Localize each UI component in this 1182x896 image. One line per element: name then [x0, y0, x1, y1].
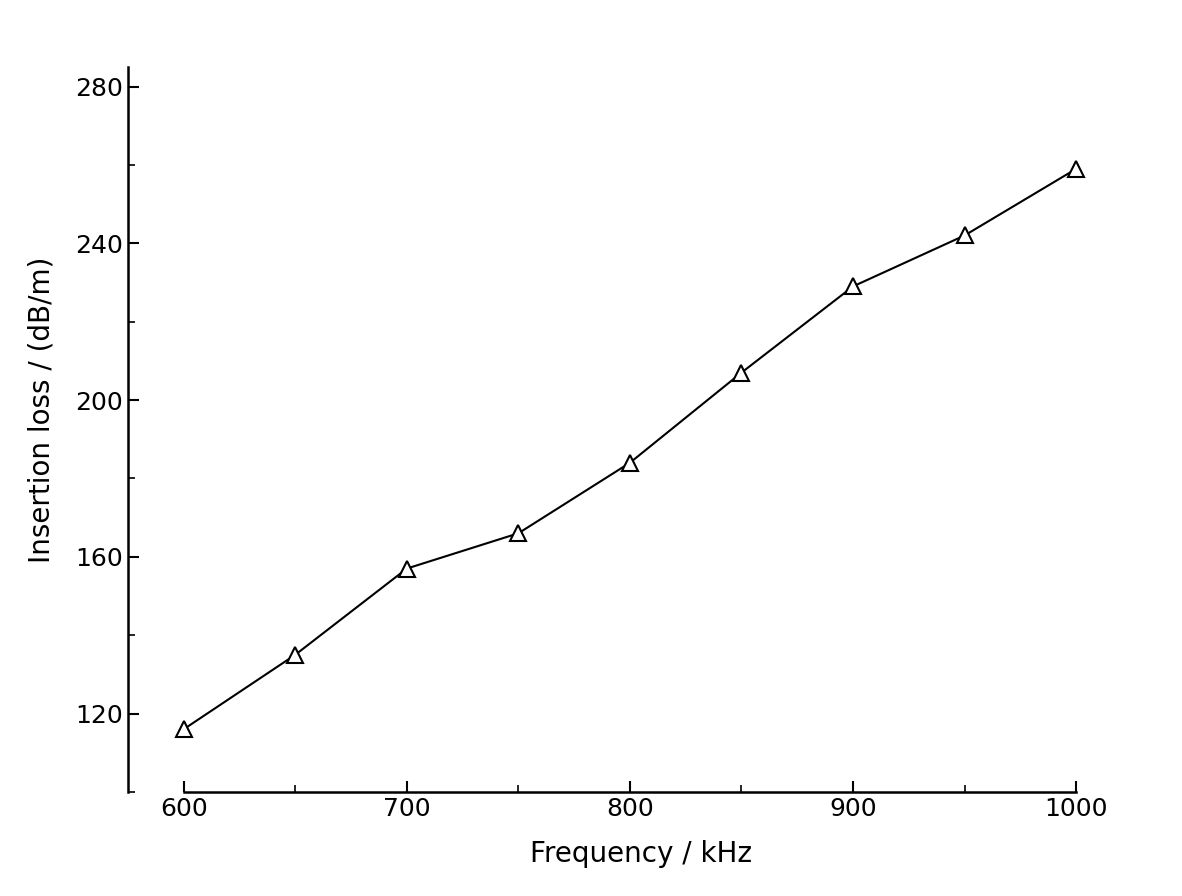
Y-axis label: Insertion loss / (dB/m): Insertion loss / (dB/m)	[28, 256, 56, 563]
X-axis label: Frequency / kHz: Frequency / kHz	[530, 840, 752, 868]
